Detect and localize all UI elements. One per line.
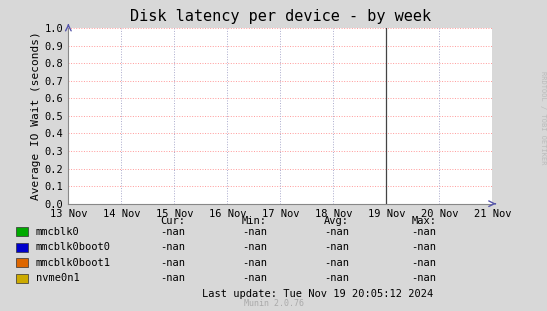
Text: Avg:: Avg: <box>324 216 349 226</box>
Text: -nan: -nan <box>324 258 349 268</box>
Text: -nan: -nan <box>411 258 437 268</box>
Text: Min:: Min: <box>242 216 267 226</box>
Text: -nan: -nan <box>411 273 437 283</box>
Text: -nan: -nan <box>324 242 349 252</box>
Text: Max:: Max: <box>411 216 437 226</box>
Text: nvme0n1: nvme0n1 <box>36 273 79 283</box>
Text: Cur:: Cur: <box>160 216 185 226</box>
Text: -nan: -nan <box>242 227 267 237</box>
Title: Disk latency per device - by week: Disk latency per device - by week <box>130 9 431 24</box>
Text: RRDTOOL / TOBI OETIKER: RRDTOOL / TOBI OETIKER <box>540 72 546 165</box>
Text: mmcblk0: mmcblk0 <box>36 227 79 237</box>
Text: -nan: -nan <box>242 258 267 268</box>
Text: -nan: -nan <box>160 227 185 237</box>
Text: -nan: -nan <box>324 227 349 237</box>
Text: -nan: -nan <box>160 242 185 252</box>
Text: mmcblk0boot1: mmcblk0boot1 <box>36 258 110 268</box>
Text: Last update: Tue Nov 19 20:05:12 2024: Last update: Tue Nov 19 20:05:12 2024 <box>202 289 433 299</box>
Text: -nan: -nan <box>160 273 185 283</box>
Text: -nan: -nan <box>160 258 185 268</box>
Text: mmcblk0boot0: mmcblk0boot0 <box>36 242 110 252</box>
Y-axis label: Average IO Wait (seconds): Average IO Wait (seconds) <box>31 31 40 200</box>
Text: -nan: -nan <box>242 273 267 283</box>
Text: Munin 2.0.76: Munin 2.0.76 <box>243 299 304 308</box>
Text: -nan: -nan <box>411 242 437 252</box>
Text: -nan: -nan <box>411 227 437 237</box>
Text: -nan: -nan <box>324 273 349 283</box>
Text: -nan: -nan <box>242 242 267 252</box>
